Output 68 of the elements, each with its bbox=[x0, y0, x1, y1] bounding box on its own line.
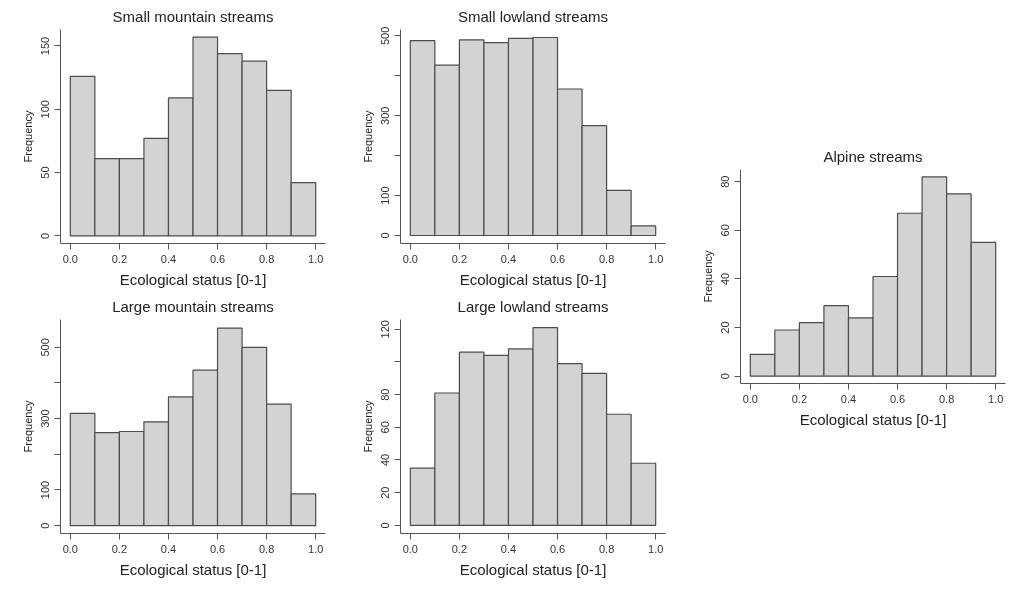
chart-title: Alpine streams bbox=[823, 147, 923, 165]
x-tick-label: 0.8 bbox=[938, 392, 955, 405]
chart-title: Small mountain streams bbox=[112, 7, 274, 25]
x-tick-label: 0.6 bbox=[209, 542, 226, 555]
x-tick-label: 0.2 bbox=[451, 542, 468, 555]
y-axis-title: Frequency bbox=[361, 400, 374, 453]
y-axis-title: Frequency bbox=[21, 400, 34, 453]
x-tick-label: 0.0 bbox=[742, 392, 758, 405]
x-tick-label: 0.4 bbox=[160, 252, 177, 265]
x-tick-label: 0.0 bbox=[402, 542, 418, 555]
x-tick-label: 0.4 bbox=[160, 542, 177, 555]
y-tick-label: 120 bbox=[379, 320, 392, 339]
y-tick-label: 80 bbox=[379, 388, 392, 401]
y-tick-label: 40 bbox=[379, 453, 392, 467]
y-axis-title: Frequency bbox=[361, 110, 374, 163]
x-axis-title: Ecological status [0-1] bbox=[119, 270, 267, 288]
y-tick-label: 50 bbox=[39, 166, 52, 179]
x-tick-label: 0.4 bbox=[500, 542, 517, 555]
x-tick-label: 0.4 bbox=[840, 392, 857, 405]
x-axis-title: Ecological status [0-1] bbox=[799, 410, 947, 428]
x-tick-label: 0.2 bbox=[451, 252, 468, 265]
x-tick-label: 0.6 bbox=[549, 542, 566, 555]
x-tick-label: 0.0 bbox=[402, 252, 418, 265]
x-tick-label: 0.6 bbox=[889, 392, 906, 405]
x-tick-label: 0.8 bbox=[258, 542, 275, 555]
x-tick-label: 0.6 bbox=[209, 252, 226, 265]
y-tick-label: 0 bbox=[39, 522, 52, 529]
y-tick-label: 0 bbox=[39, 232, 52, 239]
x-tick-label: 0.2 bbox=[791, 392, 808, 405]
x-tick-label: 1.0 bbox=[308, 542, 324, 555]
y-tick-label: 60 bbox=[719, 224, 732, 237]
y-tick-label: 100 bbox=[379, 186, 392, 205]
x-axis-title: Ecological status [0-1] bbox=[119, 560, 267, 578]
x-axis-title: Ecological status [0-1] bbox=[459, 270, 607, 288]
y-tick-label: 500 bbox=[379, 26, 392, 46]
y-tick-label: 20 bbox=[719, 321, 732, 334]
x-tick-label: 0.8 bbox=[258, 252, 275, 265]
x-tick-label: 0.0 bbox=[62, 542, 78, 555]
y-tick-label: 60 bbox=[379, 421, 392, 434]
y-tick-label: 80 bbox=[719, 175, 732, 188]
x-tick-label: 0.2 bbox=[111, 542, 128, 555]
x-tick-label: 0.8 bbox=[598, 542, 615, 555]
y-axis-title: Frequency bbox=[21, 110, 34, 163]
y-axis-title: Frequency bbox=[701, 250, 714, 303]
y-tick-label: 0 bbox=[379, 522, 392, 529]
x-tick-label: 1.0 bbox=[988, 392, 1004, 405]
x-tick-label: 0.6 bbox=[549, 252, 566, 265]
y-tick-label: 0 bbox=[379, 232, 392, 239]
y-tick-label: 300 bbox=[39, 409, 52, 428]
x-axis-title: Ecological status [0-1] bbox=[459, 560, 607, 578]
x-tick-label: 1.0 bbox=[648, 542, 664, 555]
y-tick-label: 0 bbox=[719, 373, 732, 380]
chart-title: Large lowland streams bbox=[457, 297, 609, 315]
chart-title: Small lowland streams bbox=[457, 7, 609, 25]
y-tick-label: 100 bbox=[39, 480, 52, 500]
x-tick-label: 0.2 bbox=[111, 252, 128, 265]
y-tick-label: 150 bbox=[39, 36, 52, 56]
x-tick-label: 1.0 bbox=[308, 252, 324, 265]
y-tick-label: 500 bbox=[39, 338, 52, 357]
y-tick-label: 40 bbox=[719, 272, 732, 286]
x-tick-label: 0.4 bbox=[500, 252, 517, 265]
x-tick-label: 1.0 bbox=[648, 252, 664, 265]
y-tick-label: 20 bbox=[379, 486, 392, 499]
chart-title: Large mountain streams bbox=[112, 297, 274, 315]
x-tick-label: 0.8 bbox=[598, 252, 615, 265]
y-tick-label: 300 bbox=[379, 106, 392, 125]
y-tick-label: 100 bbox=[39, 100, 52, 119]
x-tick-label: 0.0 bbox=[62, 252, 78, 265]
